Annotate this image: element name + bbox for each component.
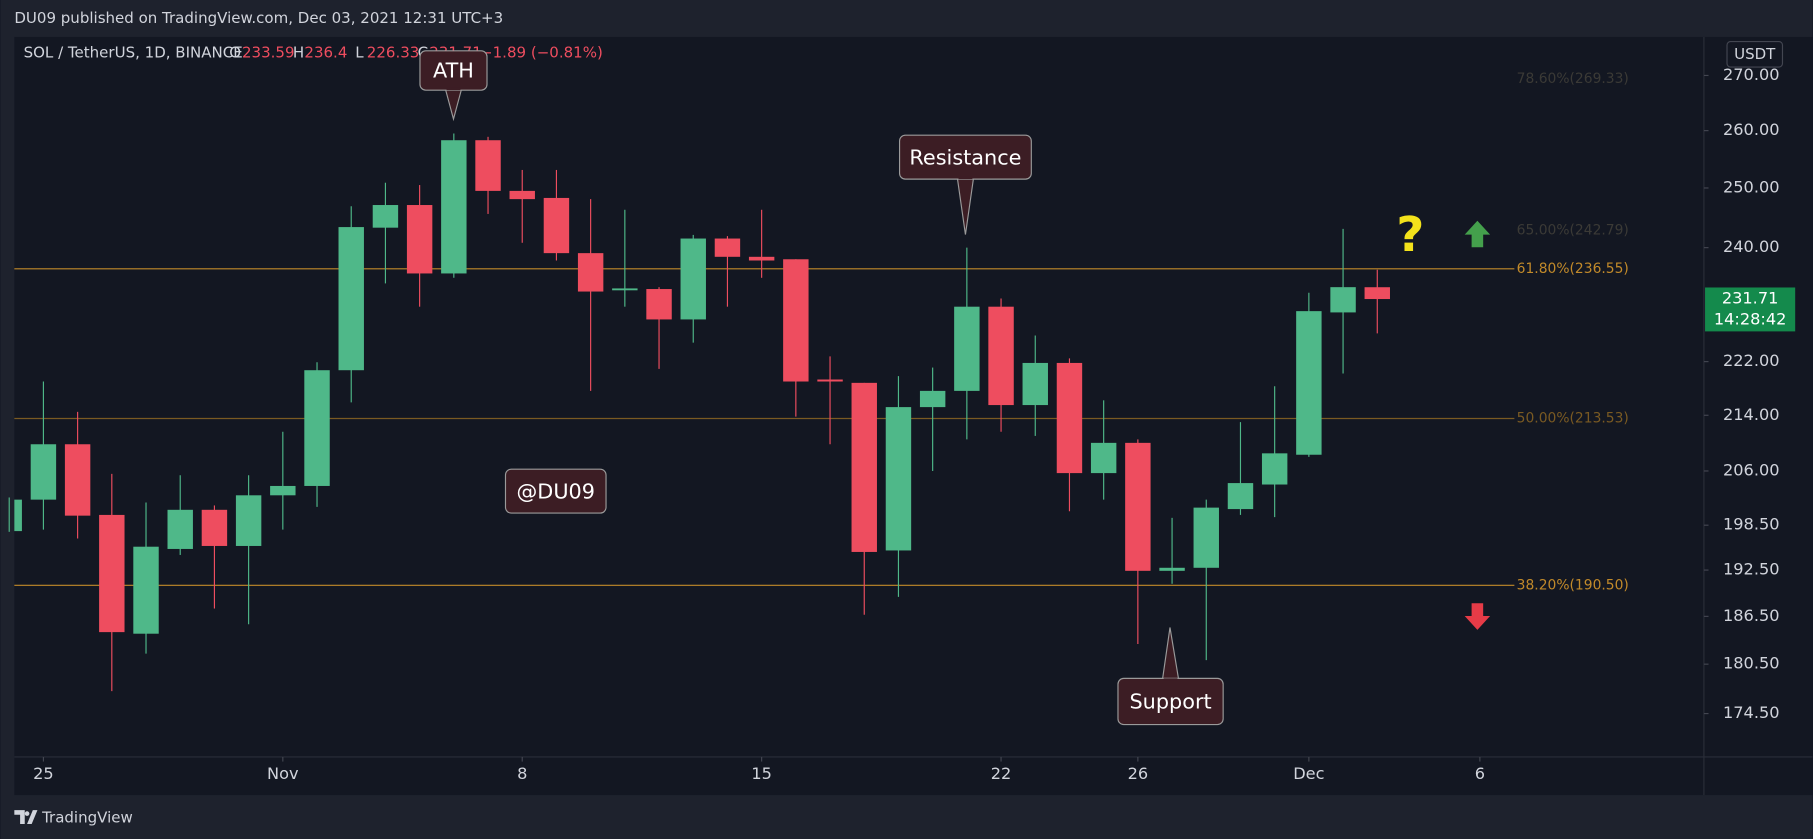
candle-body	[543, 197, 570, 254]
candle-body	[851, 382, 877, 552]
symbol: SOL / TetherUS, 1D, BINANCE	[24, 44, 243, 62]
x-tick-label: 8	[517, 764, 527, 783]
arrow-down	[1464, 603, 1491, 630]
arrow-up	[1464, 220, 1491, 248]
ohlc-value: 233.59	[242, 44, 295, 62]
y-tick-label: 180.50	[1723, 654, 1780, 673]
candle-body	[406, 205, 433, 274]
y-tick-label: 260.00	[1723, 120, 1780, 139]
x-tick-label: Dec	[1293, 764, 1324, 783]
y-tick-label: 206.00	[1723, 460, 1780, 479]
fib-label: 78.60%(269.33)	[1517, 71, 1629, 87]
callout-text: ATH	[433, 59, 474, 83]
ohlc-value: 236.4	[304, 44, 347, 62]
brand-logo	[14, 810, 38, 824]
candle-body	[1056, 362, 1083, 474]
y-tick-label: 214.00	[1723, 405, 1780, 424]
candle-body	[372, 205, 399, 228]
candle-body	[64, 444, 91, 516]
question-mark: ?	[1396, 207, 1424, 263]
callout-text: @DU09	[517, 479, 596, 503]
ohlc-letter: L	[355, 44, 364, 62]
candle-body	[235, 495, 262, 546]
x-tick-label: 15	[751, 764, 772, 783]
candle-body	[14, 499, 22, 532]
callout-box	[504, 468, 607, 514]
candle-body	[748, 256, 775, 261]
x-tick-label: 25	[33, 764, 54, 783]
callout-text: Support	[1129, 690, 1211, 714]
callout-text: Resistance	[909, 145, 1021, 169]
candle-body	[1022, 362, 1048, 406]
candle-body	[1364, 287, 1390, 300]
candle-body	[954, 306, 980, 391]
header: DU09 published on TradingView.com, Dec 0…	[14, 9, 503, 27]
candle-body	[1193, 507, 1219, 568]
candle-body	[509, 190, 535, 200]
candle-body	[475, 140, 501, 191]
candle-body	[783, 259, 809, 382]
y-tick-label: 186.50	[1723, 606, 1780, 625]
y-tick-label: 240.00	[1723, 237, 1780, 256]
x-tick-label: 26	[1128, 764, 1149, 783]
candle-body	[30, 444, 57, 500]
ohlc-letter: O	[229, 44, 241, 62]
fib-label: 61.80%(236.55)	[1517, 261, 1629, 277]
x-tick-label: Nov	[267, 764, 299, 783]
brand: TradingView	[41, 809, 133, 827]
candle-body	[201, 509, 228, 546]
time-axis-panel	[14, 756, 1704, 796]
price-axis-panel	[1703, 36, 1813, 796]
currency-box	[1726, 41, 1784, 68]
y-tick-label: 174.50	[1723, 703, 1780, 722]
candle-body	[577, 253, 604, 292]
x-tick-label: 22	[991, 764, 1012, 783]
currency: USDT	[1734, 45, 1776, 63]
price-tag-value: 231.71	[1722, 289, 1779, 308]
candle-body	[270, 485, 296, 496]
candle-body	[885, 407, 912, 551]
candle-body	[1159, 567, 1185, 571]
y-tick-label: 192.50	[1723, 560, 1780, 579]
candle-body	[646, 289, 672, 320]
candle-body	[1330, 287, 1356, 313]
candle-body	[304, 370, 330, 486]
candle-body	[817, 379, 843, 382]
ohlc-value: 226.33	[367, 44, 420, 62]
candle-body	[1227, 483, 1254, 510]
ohlc-letter: H	[293, 44, 304, 62]
x-tick-label: 6	[1475, 764, 1485, 783]
candle-body	[680, 238, 706, 320]
countdown: 14:28:42	[1714, 309, 1787, 328]
y-tick-label: 222.00	[1723, 351, 1780, 370]
candle-body	[1090, 442, 1117, 474]
candle-body	[988, 306, 1014, 406]
price-tag	[1705, 287, 1796, 332]
candle-body	[338, 227, 364, 371]
candle-body	[133, 546, 159, 634]
candle-body	[714, 238, 741, 257]
candle-body	[1261, 453, 1288, 485]
fib-label: 50.00%(213.53)	[1517, 410, 1629, 426]
fib-label: 65.00%(242.79)	[1517, 223, 1629, 239]
candle-body	[99, 514, 125, 633]
y-tick-label: 250.00	[1723, 177, 1780, 196]
fib-label: 38.20%(190.50)	[1517, 577, 1629, 593]
y-tick-label: 198.50	[1723, 515, 1780, 534]
change: −1.89 (−0.81%)	[480, 44, 603, 62]
candle-body	[441, 140, 467, 274]
candle-body	[1296, 311, 1322, 455]
candle-body	[167, 509, 193, 549]
y-tick-label: 270.00	[1723, 65, 1780, 84]
candle-body	[919, 390, 946, 408]
candle-body	[1125, 442, 1151, 571]
candle-body	[612, 288, 638, 291]
